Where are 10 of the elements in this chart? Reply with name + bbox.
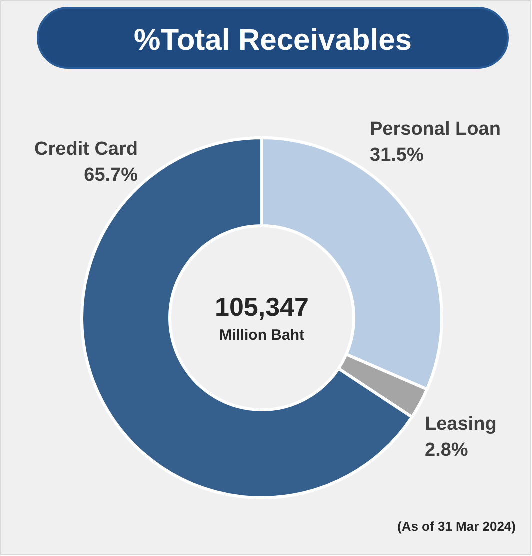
- text: (As of 31 Mar 2024): [398, 519, 516, 534]
- data-label: 2.8%: [425, 440, 468, 461]
- chart-title: %Total Receivables: [134, 24, 412, 57]
- slice-label: Personal Loan: [370, 119, 501, 140]
- slice-label: Leasing: [425, 414, 497, 435]
- data-label: 65.7%: [84, 165, 138, 186]
- text: 105,347: [215, 292, 309, 322]
- slice-label: Credit Card: [34, 139, 138, 160]
- data-label: 31.5%: [370, 145, 424, 166]
- text: Million Baht: [220, 327, 304, 344]
